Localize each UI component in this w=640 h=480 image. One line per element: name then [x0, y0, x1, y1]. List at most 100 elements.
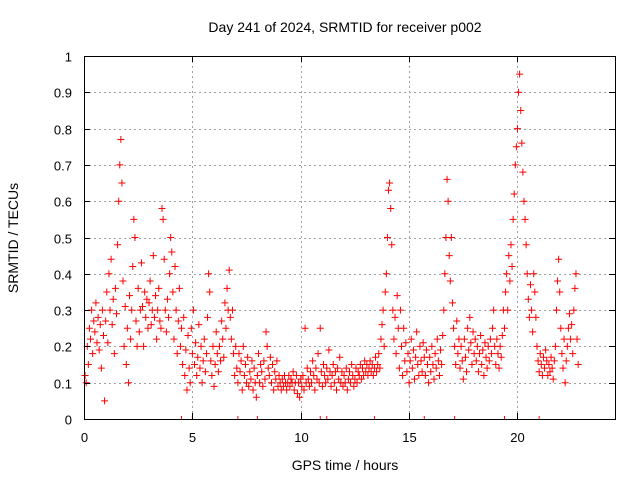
- data-point: [257, 361, 265, 369]
- data-point: [447, 234, 455, 241]
- y-axis-label: SRMTID / TECUs: [5, 183, 21, 293]
- x-tick-label: 0: [81, 430, 88, 445]
- data-point: [387, 204, 395, 212]
- data-point: [419, 339, 427, 347]
- data-point: [474, 368, 482, 376]
- data-point: [434, 357, 442, 365]
- data-point: [380, 342, 388, 350]
- data-point: [299, 371, 307, 379]
- data-point: [392, 350, 400, 358]
- data-point: [438, 361, 446, 369]
- data-point: [473, 342, 481, 350]
- data-point: [426, 353, 434, 361]
- data-point: [440, 306, 448, 314]
- data-point: [101, 397, 109, 405]
- data-point: [322, 379, 330, 387]
- data-point: [225, 266, 233, 274]
- data-point: [214, 368, 222, 376]
- data-point: [446, 277, 454, 285]
- data-point: [141, 288, 149, 296]
- data-point: [249, 386, 257, 394]
- data-point: [533, 342, 541, 350]
- data-point: [107, 255, 115, 263]
- data-point: [269, 361, 277, 369]
- data-point: [456, 364, 464, 372]
- data-point: [490, 306, 498, 314]
- data-point: [210, 382, 218, 390]
- data-point: [550, 357, 558, 365]
- data-point: [334, 364, 342, 372]
- data-point: [492, 361, 500, 369]
- data-point: [327, 382, 335, 390]
- data-point: [409, 346, 417, 354]
- data-point: [183, 386, 191, 394]
- data-point: [476, 350, 484, 358]
- data-point: [351, 375, 359, 383]
- data-point: [285, 371, 293, 379]
- data-point: [142, 313, 150, 321]
- data-point: [195, 321, 203, 329]
- y-tick-label: 0.9: [54, 86, 72, 101]
- data-point: [123, 324, 131, 332]
- data-point: [376, 364, 384, 372]
- data-point: [296, 393, 304, 401]
- data-point: [201, 368, 209, 376]
- data-point: [240, 371, 248, 379]
- data-point: [568, 321, 576, 329]
- data-point: [181, 371, 189, 379]
- data-point: [129, 263, 137, 271]
- data-point: [227, 335, 235, 343]
- data-point: [189, 306, 197, 314]
- data-point: [293, 390, 301, 398]
- data-point: [547, 353, 555, 361]
- data-point: [542, 346, 550, 354]
- data-point: [297, 375, 305, 383]
- data-point: [383, 234, 391, 241]
- data-point: [139, 302, 147, 310]
- data-point: [147, 321, 155, 329]
- data-point: [389, 306, 397, 314]
- data-point: [286, 382, 294, 390]
- data-point: [217, 357, 225, 365]
- data-point: [219, 335, 227, 343]
- data-point: [468, 361, 476, 369]
- data-point: [516, 70, 524, 78]
- data-point: [486, 335, 494, 343]
- data-point: [119, 277, 127, 285]
- data-point: [161, 306, 169, 314]
- data-point: [239, 342, 247, 350]
- data-point: [511, 161, 519, 169]
- data-point: [169, 288, 177, 296]
- data-point: [170, 335, 178, 343]
- data-point: [97, 364, 105, 372]
- data-point: [432, 364, 440, 372]
- data-point: [353, 379, 361, 387]
- data-point: [382, 270, 390, 278]
- data-point: [461, 353, 469, 361]
- data-point: [172, 306, 180, 314]
- data-point: [332, 386, 340, 394]
- data-point: [102, 317, 110, 325]
- data-point: [168, 248, 176, 256]
- data-point: [84, 361, 92, 369]
- data-point: [569, 350, 577, 358]
- y-tick-label: 0.1: [54, 377, 72, 392]
- data-point: [571, 284, 579, 292]
- data-point: [218, 317, 226, 325]
- data-point: [93, 339, 101, 347]
- data-point: [396, 306, 404, 314]
- data-point: [471, 335, 479, 343]
- data-point: [497, 353, 505, 361]
- data-point: [271, 368, 279, 376]
- data-point: [154, 306, 162, 314]
- data-point: [106, 306, 114, 314]
- data-point: [308, 379, 316, 387]
- data-point: [519, 168, 527, 176]
- data-point: [465, 346, 473, 354]
- data-point: [354, 368, 362, 376]
- data-point: [256, 379, 264, 387]
- data-point: [266, 353, 274, 361]
- data-point: [416, 342, 424, 350]
- data-point: [529, 328, 537, 336]
- x-tick-label: 5: [189, 430, 196, 445]
